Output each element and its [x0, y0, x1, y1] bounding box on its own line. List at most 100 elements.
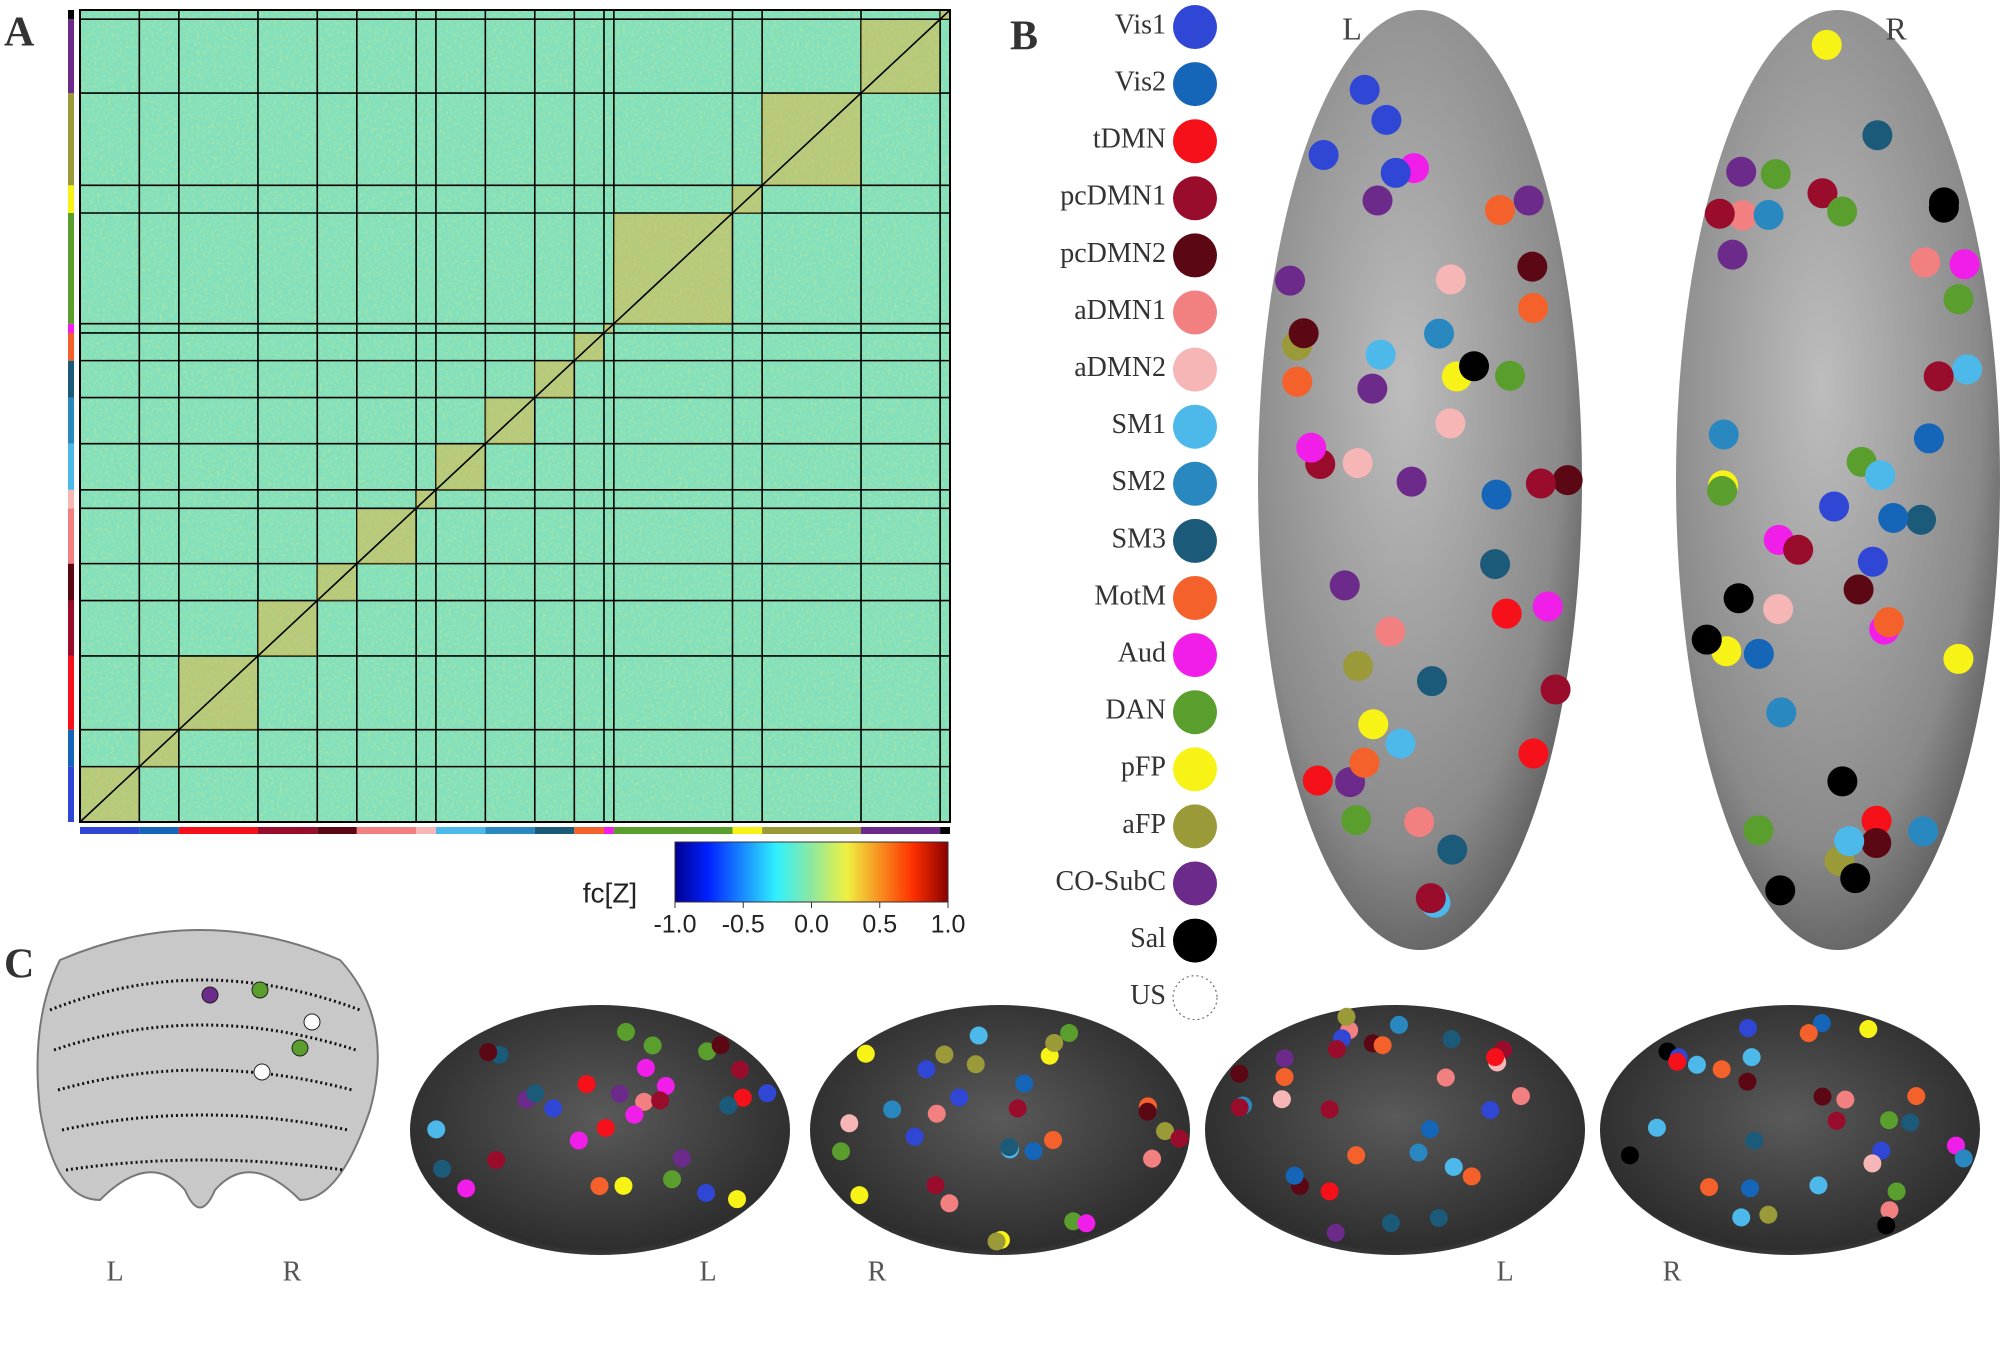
hemisphere-label: L: [1496, 1256, 1513, 1287]
brain-node: [1738, 1019, 1757, 1038]
brain-node: [1484, 195, 1515, 226]
brain-node: [1486, 1048, 1505, 1067]
brain-node: [1901, 1113, 1920, 1132]
brain-node: [1437, 834, 1468, 865]
brain-node: [935, 1045, 954, 1064]
colorbar: [674, 841, 949, 903]
brain-node: [1525, 468, 1556, 499]
network-bar-left: [68, 489, 74, 509]
brain-node: [1766, 697, 1797, 728]
brain-node: [1415, 883, 1446, 914]
brain-view: [810, 1005, 1190, 1255]
brain-node: [1861, 828, 1892, 859]
brain-node: [1320, 1182, 1339, 1201]
network-bar-left: [68, 729, 74, 767]
brain-node: [1511, 1087, 1530, 1106]
brain-node: [1827, 196, 1858, 227]
brain-node: [1878, 502, 1909, 533]
brain-node: [1480, 549, 1511, 580]
network-bar-left: [68, 563, 74, 601]
brain-node: [1743, 638, 1774, 669]
legend-swatch: [1173, 576, 1217, 620]
network-bar-bottom: [861, 827, 941, 834]
brain-node: [1435, 408, 1466, 439]
network-bar-left: [68, 323, 74, 333]
brain-node: [1540, 674, 1571, 705]
brain-node: [1943, 643, 1974, 674]
network-bar-bottom: [416, 827, 436, 834]
network-bar-left: [68, 10, 74, 20]
brain-node: [1320, 1100, 1339, 1119]
brain-node: [711, 1036, 730, 1055]
brain-node: [1327, 1040, 1346, 1059]
legend-label: CO-SubC: [1056, 866, 1166, 897]
brain-node: [1045, 1033, 1064, 1052]
legend-swatch: [1173, 518, 1217, 563]
legend-label: aDMN1: [1074, 295, 1166, 326]
legend-swatch: [1173, 918, 1217, 963]
panel-label: B: [1010, 14, 1038, 60]
legend-swatch: [1173, 233, 1217, 278]
brain-node: [577, 1075, 596, 1094]
brain-node: [1708, 419, 1739, 450]
brain-node: [758, 1084, 777, 1103]
brain-node: [1444, 1157, 1463, 1176]
network-bar-bottom: [356, 827, 417, 834]
network-bar-bottom: [435, 827, 486, 834]
colorbar-tick-label: 0.5: [862, 911, 897, 939]
legend-label: DAN: [1105, 695, 1166, 726]
legend-label: aFP: [1122, 809, 1166, 840]
brain-node: [1343, 650, 1374, 681]
legend-swatch: [1173, 119, 1217, 164]
brain-node: [1357, 373, 1388, 404]
brain-node: [1819, 491, 1850, 522]
brain-node: [1943, 284, 1974, 315]
brain-node: [1143, 1149, 1162, 1168]
brain-node: [1024, 1142, 1043, 1161]
brain-node: [526, 1084, 545, 1103]
network-bar-left: [68, 185, 74, 213]
panel-label: C: [4, 942, 34, 988]
legend-swatch: [1173, 404, 1217, 449]
brain-node: [1518, 738, 1549, 769]
brain-node: [1077, 1214, 1096, 1233]
brain-node: [1906, 504, 1937, 535]
colorbar-label: fc[Z]: [583, 877, 637, 908]
brain-node: [1385, 728, 1416, 759]
brain-node: [1435, 264, 1466, 295]
colorbar-tick-label: 0.0: [794, 911, 829, 939]
brain-node: [1877, 1216, 1896, 1235]
brain-node: [643, 1036, 662, 1055]
brain-node: [1495, 360, 1526, 391]
network-bar-left: [68, 508, 74, 564]
brain-node: [1783, 534, 1814, 565]
legend-label: Vis1: [1115, 9, 1166, 40]
brain-node: [1532, 591, 1563, 622]
brain-node: [201, 986, 219, 1004]
brain-node: [1044, 1130, 1063, 1149]
brain-node: [728, 1190, 747, 1209]
brain-node: [596, 1118, 615, 1137]
brain-node: [1741, 1179, 1760, 1198]
network-bar-left: [68, 766, 74, 822]
brain-node: [1008, 1099, 1027, 1118]
brain-node: [1668, 1052, 1687, 1071]
brain-node: [719, 1096, 738, 1115]
network-bar-bottom: [732, 827, 763, 834]
brain-node: [1727, 200, 1758, 231]
network-bar-bottom: [613, 827, 733, 834]
brain-node: [544, 1099, 563, 1118]
brain-node: [1285, 1166, 1304, 1185]
network-bar-bottom: [534, 827, 575, 834]
brain-node: [1928, 192, 1959, 223]
network-bar-bottom: [317, 827, 357, 834]
brain-node: [1230, 1098, 1249, 1117]
brain-node: [1362, 185, 1393, 216]
brain-node: [1329, 570, 1360, 601]
legend-swatch: [1173, 5, 1217, 49]
brain-node: [1726, 156, 1757, 187]
brain-node: [1481, 479, 1512, 510]
brain-node: [427, 1120, 446, 1139]
legend-label: US: [1130, 980, 1166, 1011]
network-bar-left: [68, 397, 74, 444]
